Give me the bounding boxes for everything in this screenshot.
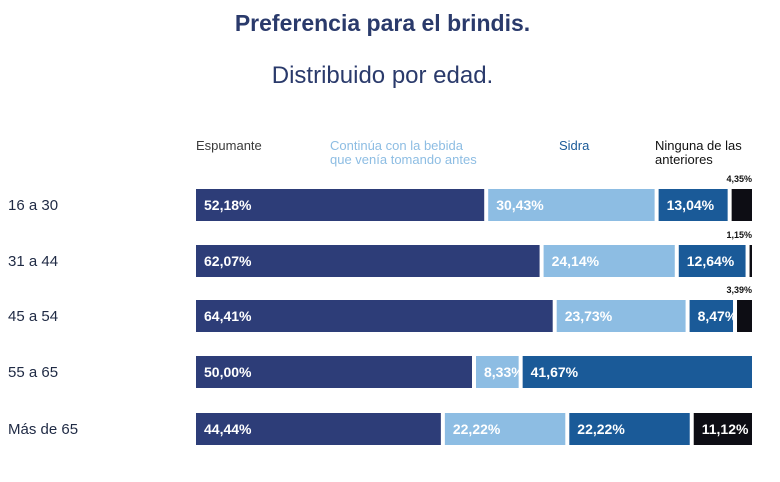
- legend-line: anteriores: [655, 152, 713, 167]
- row-label-3: 55 a 65: [8, 364, 58, 381]
- row-label-2: 45 a 54: [8, 308, 58, 325]
- data-label-3-1: 1,15%: [726, 230, 752, 240]
- bar-segment-2-2: [689, 300, 734, 332]
- bar-segment-2-3: [522, 356, 752, 388]
- data-label-2-3: 41,67%: [531, 364, 579, 380]
- chart-title: Preferencia para el brindis.: [234, 10, 531, 36]
- legend-entry-1: Continúa con la bebida que venía tomando …: [330, 138, 477, 167]
- legend-line: Espumante: [196, 138, 262, 153]
- data-label-1-4: 22,22%: [453, 421, 501, 437]
- legend-entry-0: Espumante: [196, 138, 262, 153]
- bar-segment-3-1: [749, 245, 752, 277]
- bar-segment-0-4: [196, 413, 441, 445]
- legend-line: Ninguna de las: [655, 138, 742, 153]
- data-label-0-3: 50,00%: [204, 364, 252, 380]
- legend-line: Continúa con la bebida: [330, 138, 464, 153]
- data-label-0-1: 62,07%: [204, 253, 252, 269]
- bar-segment-3-2: [737, 300, 752, 332]
- bar-segment-3-0: [731, 189, 752, 221]
- bar-segment-2-4: [569, 413, 690, 445]
- data-label-3-0: 4,35%: [726, 174, 752, 184]
- bar-segment-0-2: [196, 300, 553, 332]
- row-label-4: Más de 65: [8, 421, 78, 438]
- bar-segment-2-0: [658, 189, 728, 221]
- row-label-1: 31 a 44: [8, 253, 58, 270]
- data-label-0-0: 52,18%: [204, 197, 252, 213]
- bar-segment-3-4: [693, 413, 752, 445]
- bar-segment-1-2: [556, 300, 686, 332]
- legend-line: Sidra: [559, 138, 590, 153]
- data-label-0-4: 44,44%: [204, 421, 252, 437]
- bar-segment-2-1: [678, 245, 746, 277]
- bar-segment-0-1: [196, 245, 540, 277]
- data-label-2-4: 22,22%: [577, 421, 625, 437]
- data-label-1-2: 23,73%: [565, 308, 613, 324]
- row-label-0: 16 a 30: [8, 197, 58, 214]
- chart-subtitle: Distribuido por edad.: [271, 62, 494, 89]
- bar-segment-1-1: [543, 245, 675, 277]
- bar-segment-0-0: [196, 189, 485, 221]
- data-label-0-2: 64,41%: [204, 308, 252, 324]
- bar-segment-0-3: [196, 356, 472, 388]
- data-label-3-4: 11,12%: [702, 421, 749, 437]
- data-label-3-2: 3,39%: [726, 285, 752, 295]
- legend-entry-3: Ninguna de las anteriores: [655, 138, 742, 167]
- data-label-1-0: 30,43%: [496, 197, 544, 213]
- bar-segment-1-3: [476, 356, 519, 388]
- data-label-2-2: 8,47%: [698, 308, 738, 324]
- data-label-2-0: 13,04%: [667, 197, 715, 213]
- legend-line: que venía tomando antes: [330, 152, 477, 167]
- bar-segment-1-0: [488, 189, 655, 221]
- data-label-1-3: 8,33%: [484, 364, 524, 380]
- bar-segment-1-4: [444, 413, 566, 445]
- data-label-1-1: 24,14%: [552, 253, 600, 269]
- legend-entry-2: Sidra: [559, 138, 590, 153]
- data-label-2-1: 12,64%: [687, 253, 735, 269]
